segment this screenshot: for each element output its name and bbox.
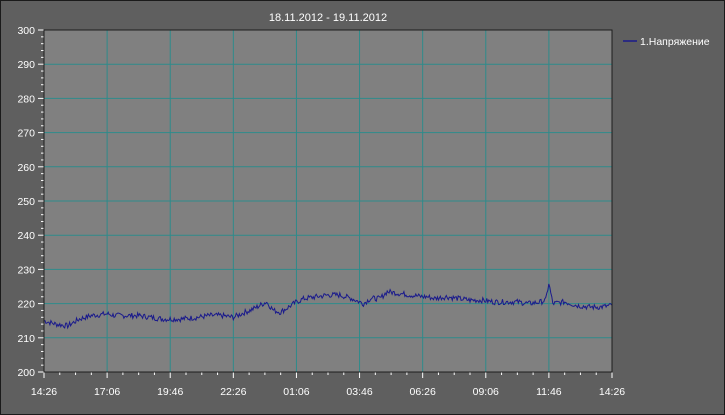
x-axis: 14:26 17:06 19:46 22:26 01:06 03:46 06:26 09:06… bbox=[31, 372, 625, 398]
legend-label: 1.Напряжение bbox=[640, 36, 710, 48]
series-line bbox=[43, 283, 613, 330]
x-tick-label: 19:46 bbox=[157, 386, 183, 398]
y-tick-label: 230 bbox=[17, 264, 35, 276]
y-tick-label: 290 bbox=[17, 59, 35, 71]
y-tick-label: 260 bbox=[17, 162, 35, 174]
plot-border bbox=[43, 29, 613, 373]
x-tick-label: 11:46 bbox=[536, 386, 562, 398]
y-tick-label: 210 bbox=[17, 333, 35, 345]
x-tick-label: 14:26 bbox=[31, 386, 57, 398]
y-tick-label: 220 bbox=[17, 299, 35, 311]
x-tick-label: 22:26 bbox=[220, 386, 246, 398]
x-tick-label: 06:26 bbox=[410, 386, 436, 398]
y-tick-label: 270 bbox=[17, 128, 35, 140]
chart-title: 18.11.2012 - 19.11.2012 bbox=[269, 12, 387, 24]
x-tick-label: 17:06 bbox=[94, 386, 120, 398]
y-tick-label: 240 bbox=[17, 230, 35, 242]
y-tick-label: 200 bbox=[17, 367, 35, 379]
x-tick-label: 01:06 bbox=[283, 386, 309, 398]
legend: 1.Напряжение bbox=[623, 36, 710, 48]
grid-lines bbox=[44, 30, 612, 372]
y-tick-label: 280 bbox=[17, 93, 35, 105]
y-axis: 200 210 220 230 240 250 260 270 280 290 300 bbox=[17, 25, 44, 379]
x-tick-label: 09:06 bbox=[473, 386, 499, 398]
x-tick-label: 03:46 bbox=[346, 386, 372, 398]
y-tick-label: 250 bbox=[17, 196, 35, 208]
x-tick-label: 14:26 bbox=[599, 386, 625, 398]
y-tick-label: 300 bbox=[17, 25, 35, 37]
series-layer bbox=[43, 283, 613, 330]
